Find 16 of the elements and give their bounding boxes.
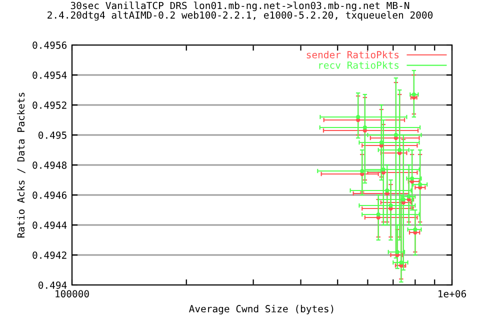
y-tick-label: 0.4946 [32,192,67,199]
y-tick-label: 0.4942 [32,252,66,259]
y-tick-label: 0.4956 [32,42,67,49]
y-tick-label: 0.494 [38,282,67,289]
x-tick-label: 1e+06 [438,290,466,298]
x-axis-title: Average Cwnd Size (bytes) [189,304,334,314]
x-tick-label: 100000 [56,290,89,298]
chart-title: 30sec VanillaTCP DRS lon01.mb-ng.net->lon03.mb-ng.net MB-N 2.4.20dtg4 altAIMD-0.2 web100-2.2.1, e1000-5.2.20, txqueuelen 2000 [48,2,433,21]
y-tick-label: 0.4954 [32,72,67,79]
y-tick-label: 0.495 [38,132,66,139]
legend-label: sender RatioPkts [306,50,399,58]
y-axis-title: Ratio Acks / Data Packets [17,92,26,238]
y-tick-label: 0.4944 [32,222,67,229]
y-tick-label: 0.4952 [32,102,66,109]
legend-label: recv RatioPkts [319,61,399,69]
y-tick-label: 0.4948 [32,162,67,169]
